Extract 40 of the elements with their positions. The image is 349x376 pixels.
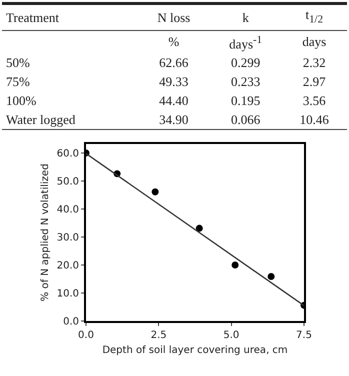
- text: N loss: [138, 4, 210, 30]
- text: days$^{-1}$: [228, 32, 264, 53]
- x-tick-label: 7.5: [296, 330, 312, 341]
- x-tick-label: 0.0: [78, 330, 94, 341]
- y-tick-label: 10.0: [56, 288, 79, 300]
- text: 34.90: [158, 110, 190, 129]
- x-tick-label: 2.5: [150, 330, 167, 341]
- y-tick-label: 0.0: [63, 316, 79, 328]
- text: 0.299: [230, 54, 262, 72]
- y-tick-label: 30.0: [56, 232, 79, 244]
- point: [196, 224, 203, 232]
- text: 2.32: [302, 54, 327, 72]
- text: 62.66: [158, 54, 190, 72]
- text: 75%: [5, 72, 31, 91]
- text: 44.40: [158, 92, 190, 110]
- y-tick-label: 50.0: [56, 176, 79, 188]
- text: Water logged: [5, 110, 76, 129]
- text: days: [301, 33, 328, 52]
- text: 0.066: [230, 110, 262, 129]
- text: 50%: [5, 54, 31, 72]
- y-tick-label: 20.0: [56, 260, 79, 272]
- text: %: [167, 33, 180, 52]
- text: 100%: [5, 92, 38, 110]
- x-tick-label: 5.0: [223, 330, 240, 341]
- text: t$_{1/2}$: [282, 4, 347, 30]
- text: k: [210, 4, 282, 30]
- text: 3.56: [302, 92, 327, 110]
- y-tick-label: 40.0: [56, 204, 79, 216]
- text: 0.195: [230, 92, 262, 110]
- text: 49.33: [158, 72, 190, 91]
- y-tick-label: 60.0: [56, 148, 79, 160]
- x-axis-title: Depth of soil layer covering urea, cm: [102, 344, 288, 356]
- point: [232, 261, 239, 268]
- text: 2.97: [302, 72, 327, 91]
- text: 0.233: [230, 72, 262, 91]
- text: 10.46: [298, 110, 330, 129]
- point: [152, 188, 159, 196]
- y-axis-title: % of N applied N volatilized: [40, 164, 52, 302]
- text: Treatment: [2, 4, 138, 30]
- point: [268, 272, 275, 280]
